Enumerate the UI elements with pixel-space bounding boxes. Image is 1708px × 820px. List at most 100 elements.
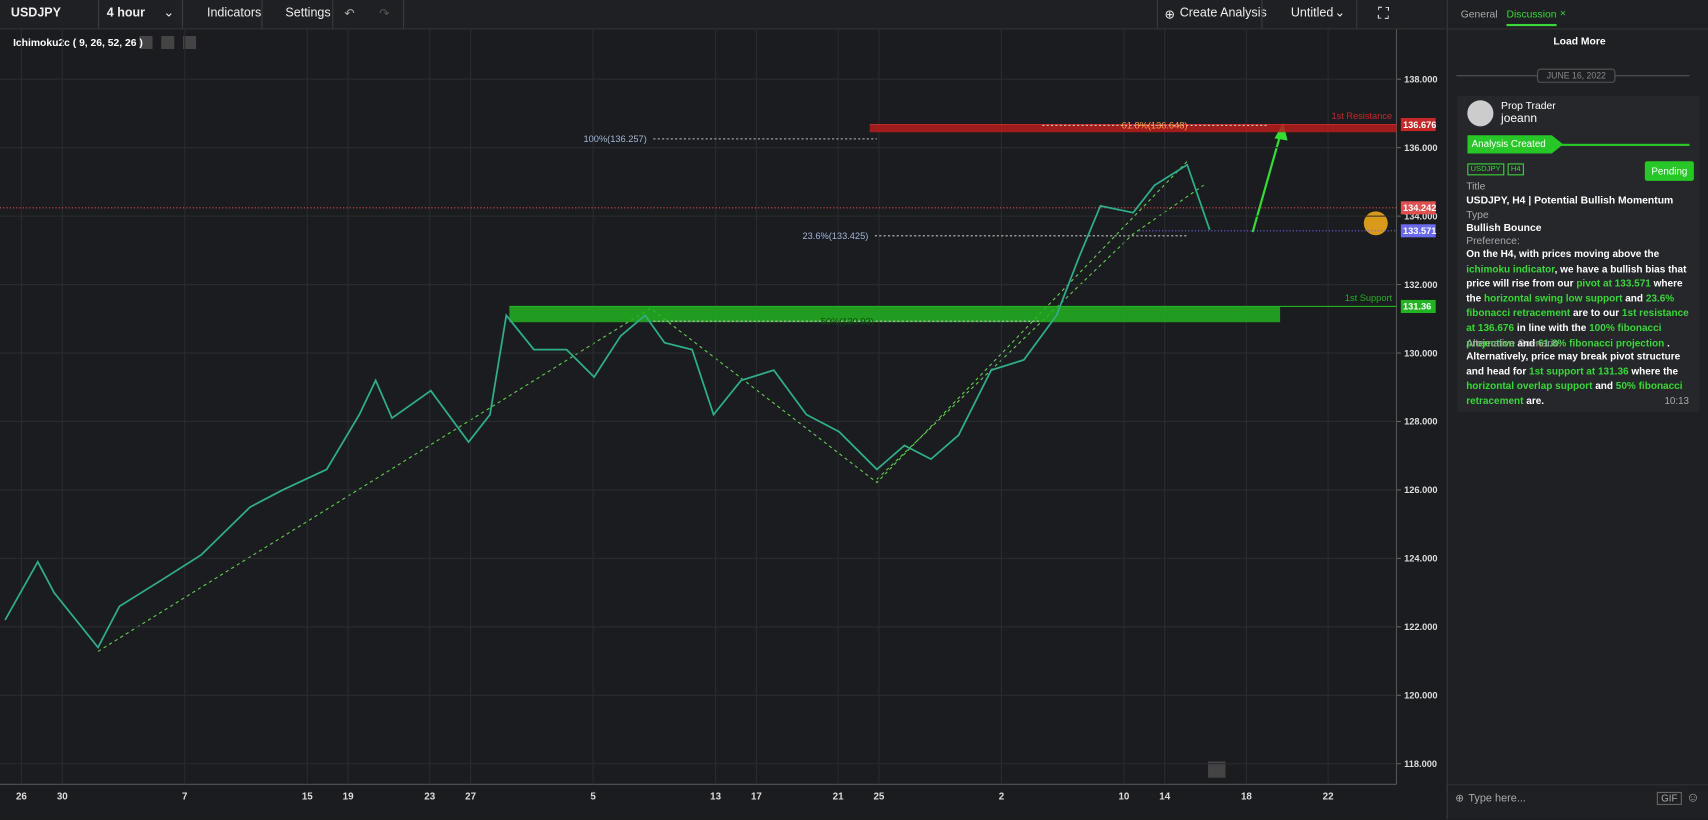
separator [403,0,405,29]
toolbar: USDJPY 4 hour ⌄ Indicators Settings ↶ ↷ … [0,0,1446,30]
y-tick-label: 134.000 [1404,211,1437,221]
separator [1156,0,1158,29]
price-tag [1400,117,1436,132]
price-tag [1400,201,1436,215]
x-tick-label: 5 [590,792,596,803]
symbol[interactable]: USDJPY [10,6,62,20]
highlight-text: ichimoku indicator [1466,263,1555,275]
text: and [1622,292,1646,304]
gear-icon[interactable] [161,35,175,50]
alternative-label: Alternative Scenario: [1466,337,1562,350]
status-button[interactable]: Pending [1644,161,1694,181]
separator [261,0,263,29]
highlight-text: 1st resistance at 136.676 [1466,307,1689,334]
level-name: 1st Support [1345,293,1393,303]
eye-icon[interactable] [139,35,153,50]
tab-discussion[interactable]: Discussion [1506,9,1557,27]
text: in line with the [1514,322,1590,334]
text: are. [1523,395,1545,407]
highlight-text: 50% fibonacci retracement [1466,380,1683,407]
load-more[interactable]: Load More [1553,35,1606,48]
dropdown-icon[interactable]: ⌄ [163,4,175,20]
tag: H4 [1507,163,1524,176]
highlight-text: horizontal swing low support [1484,292,1623,304]
layout-name[interactable]: Untitled [1290,6,1334,20]
x-tick-label: 30 [57,792,68,803]
x-tick-label: 27 [465,792,476,803]
text: Alternatively, price may break pivot str… [1466,350,1681,377]
fib-label: 50%(130.93) [821,316,874,326]
date-pill: JUNE 16, 2022 [1537,68,1616,83]
indicators-button[interactable]: Indicators [206,6,262,20]
zone [869,124,1397,133]
gif-button[interactable]: GIF [1656,791,1682,805]
x-tick-label: 13 [710,792,721,803]
x-tick-label: 18 [1241,792,1252,803]
text: and [1514,337,1538,349]
trash-icon[interactable] [183,35,197,50]
undo-button[interactable]: ↶ [344,7,355,21]
y-tick-label: 130.000 [1404,348,1437,358]
status-event-line [1556,143,1690,146]
author-role: Prop Trader [1501,100,1556,113]
message-input[interactable]: Type here... [1468,793,1526,805]
x-tick-label: 21 [833,792,844,803]
tab-general[interactable]: General [1460,8,1498,21]
redo-button[interactable]: ↷ [379,7,390,21]
separator [98,0,100,29]
price-tag [1400,224,1436,238]
separator [332,0,334,29]
highlight-text: 23.6% fibonacci retracement [1466,292,1675,319]
y-tick-label: 136.000 [1404,143,1437,153]
fullscreen-button[interactable]: ⛶ [1377,4,1389,22]
x-tick-label: 17 [751,792,762,803]
separator [1356,0,1358,29]
y-tick-label: 132.000 [1404,280,1437,290]
fib-label: 23.6%(133.425) [802,231,868,241]
x-tick-label: 23 [424,792,435,803]
level-name: 1st Resistance [1331,111,1392,121]
y-tick-label: 120.000 [1404,691,1437,701]
price-tag-label: 136.676 [1403,120,1436,130]
price-tag [1400,299,1436,314]
y-tick-label: 138.000 [1404,74,1437,84]
alternative-text: Alternatively, price may break pivot str… [1466,350,1693,409]
analysis-title: USDJPY, H4 | Potential Bullish Momentum [1466,194,1674,207]
x-tick-label: 26 [16,792,27,803]
dropdown-icon[interactable]: ⌄ [1334,4,1346,20]
highlight-text: 100% fibonacci projection [1466,322,1662,349]
highlight-text: pivot at 133.571 [1576,277,1651,289]
add-icon[interactable]: ⊕ [1455,793,1464,805]
close-tab[interactable]: × [1559,7,1566,20]
y-tick-label: 124.000 [1404,554,1437,564]
highlight-text: 1st support at 131.36 [1529,365,1629,377]
price-line [4,163,1211,649]
text: . [1664,337,1670,349]
text: where the [1466,277,1683,304]
lock-icon[interactable] [1208,761,1226,778]
x-tick-label: 10 [1118,792,1129,803]
price-tag-label: 133.571 [1403,226,1436,236]
preference-text: On the H4, with prices moving above the … [1466,247,1693,351]
price-tag-label: 131.36 [1403,302,1431,312]
settings-button[interactable]: Settings [285,6,331,20]
y-tick-label: 122.000 [1404,622,1437,632]
x-tick-label: 25 [873,792,884,803]
y-tick-label: 118.000 [1404,759,1437,769]
price-tag-label: 134.242 [1403,203,1436,213]
grid [0,28,1397,785]
create-analysis-icon[interactable]: ⊕ [1164,8,1175,22]
x-tick-label: 14 [1159,792,1170,803]
interval[interactable]: 4 hour [106,6,146,20]
input-divider [1447,784,1708,786]
chart-background [0,0,1446,819]
emoji-button[interactable]: ☺ [1686,789,1700,805]
y-tick-label: 128.000 [1404,417,1437,427]
y-tick-label: 126.000 [1404,485,1437,495]
x-tick-label: 2 [999,792,1005,803]
highlight-text: horizontal overlap support [1466,380,1593,392]
create-analysis-button[interactable]: Create Analysis [1179,6,1267,20]
text: where the [1628,365,1679,377]
avatar [1467,100,1494,127]
